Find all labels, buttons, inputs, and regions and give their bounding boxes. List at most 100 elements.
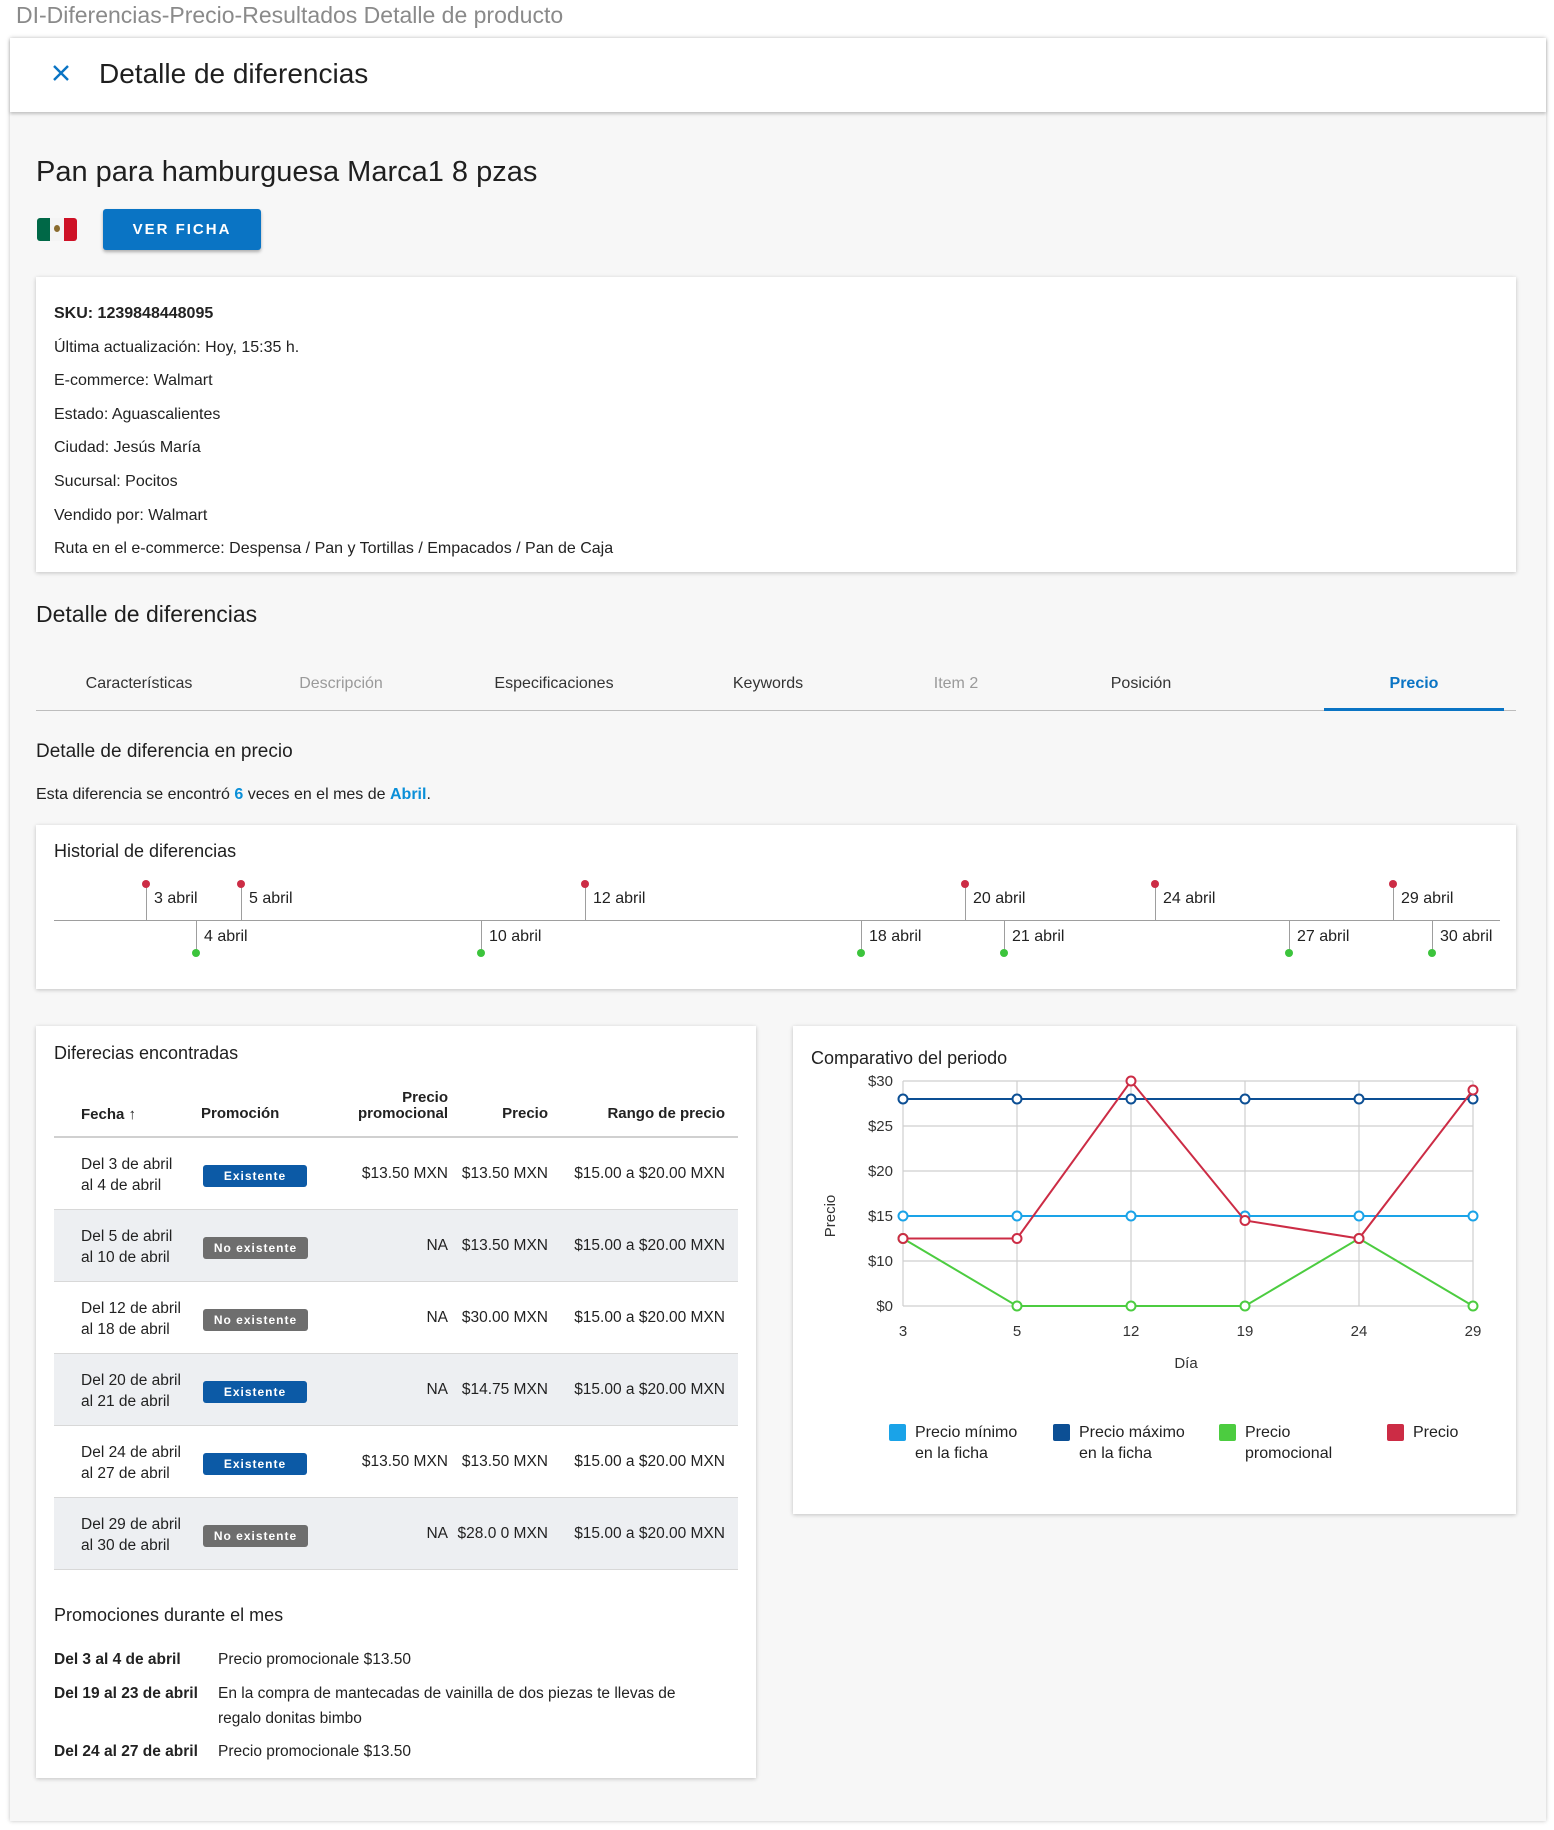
- timeline-label: 3 abril: [154, 890, 198, 907]
- tab-precio[interactable]: Precio: [1324, 660, 1504, 711]
- promo-description: Precio promocionale $13.50: [218, 1651, 412, 1668]
- cell-precio-promocional: NA: [426, 1237, 448, 1254]
- cell-rango: $15.00 a $20.00 MXN: [574, 1237, 725, 1254]
- data-point: [1125, 1093, 1137, 1105]
- cell-fecha: Del 24 de abril al 27 de abril: [81, 1442, 181, 1484]
- legend-swatch: [1219, 1424, 1236, 1441]
- cell-fecha-line2: al 27 de abril: [81, 1465, 170, 1482]
- x-tick-label: 29: [1465, 1323, 1482, 1340]
- found-month: Abril: [390, 786, 427, 803]
- promotion-status-badge: No existente: [203, 1525, 308, 1547]
- series-line: [902, 1237, 1474, 1307]
- ver-ficha-button[interactable]: VER FICHA: [103, 209, 261, 250]
- header-fecha-label: Fecha: [81, 1106, 125, 1123]
- mexico-flag-icon: [37, 218, 77, 241]
- data-point: [1353, 1093, 1365, 1105]
- cell-fecha-line1: Del 29 de abril: [81, 1516, 181, 1533]
- sku: SKU: 1239848448095: [54, 305, 214, 322]
- cell-fecha-line1: Del 12 de abril: [81, 1300, 181, 1317]
- ruta-ecommerce: Ruta en el e-commerce: Despensa / Pan y …: [54, 540, 614, 558]
- timeline-end-marker: [857, 949, 865, 957]
- timeline-stem: [1289, 920, 1290, 952]
- data-point: [1011, 1093, 1023, 1105]
- timeline-stem: [1432, 920, 1433, 952]
- differences-table: Fecha ↑ Promoción Precio promocional Prec…: [54, 1087, 738, 1570]
- timeline-stem: [146, 886, 147, 921]
- chart-legend: Precio mínimo en la ficha Precio máximo en…: [793, 1422, 1516, 1472]
- timeline-stem: [241, 886, 242, 921]
- cell-precio-promocional: NA: [426, 1381, 448, 1398]
- y-tick-label: $15: [868, 1208, 893, 1225]
- timeline-stem: [585, 886, 586, 921]
- y-tick-label: $10: [868, 1253, 893, 1270]
- differences-table-card: Diferecias encontradas Fecha ↑ Promoción…: [36, 1026, 756, 1778]
- vendido-por: Vendido por: Walmart: [54, 506, 208, 524]
- data-point: [1125, 1075, 1137, 1087]
- cell-fecha: Del 29 de abril al 30 de abril: [81, 1514, 181, 1556]
- ecommerce: E-commerce: Walmart: [54, 372, 213, 390]
- tab-posicion[interactable]: Posición: [1110, 675, 1172, 692]
- tab-descripcion[interactable]: Descripción: [299, 675, 383, 692]
- product-name: Pan para hamburguesa Marca1 8 pzas: [36, 156, 538, 188]
- data-point: [1125, 1210, 1137, 1222]
- y-axis-label: Precio: [822, 1195, 839, 1238]
- cell-rango: $15.00 a $20.00 MXN: [574, 1453, 725, 1470]
- table-row: Del 12 de abril al 18 de abril No existent…: [54, 1282, 738, 1354]
- data-point: [1011, 1233, 1023, 1244]
- timeline-label: 4 abril: [204, 928, 248, 945]
- promo-item: Del 24 al 27 de abril Precio promocionale…: [54, 1739, 734, 1764]
- cell-rango: $15.00 a $20.00 MXN: [574, 1525, 725, 1542]
- data-point: [1467, 1210, 1479, 1222]
- tab-especificaciones[interactable]: Especificaciones: [494, 675, 614, 692]
- series-line: [903, 1079, 1474, 1240]
- cell-fecha-line1: Del 5 de abril: [81, 1228, 173, 1245]
- header-precio-promocional-line1: Precio: [402, 1089, 448, 1106]
- legend-item: Precio mínimo en la ficha: [889, 1422, 1017, 1464]
- close-button[interactable]: [46, 58, 76, 88]
- timeline-stem: [196, 920, 197, 952]
- x-tick-label: 19: [1237, 1323, 1254, 1340]
- timeline-end-marker: [477, 949, 485, 957]
- data-point: [1467, 1093, 1479, 1105]
- price-difference-subtitle: Detalle de diferencia en precio: [36, 741, 293, 762]
- header-promocion: Promoción: [201, 1105, 280, 1122]
- data-point: [1239, 1300, 1251, 1312]
- comparison-chart-card: Comparativo del periodo $0 $10 $15 $20 $25 $3…: [793, 1026, 1516, 1514]
- promo-item: Del 19 al 23 de abril En la compra de man…: [54, 1681, 734, 1731]
- tab-item-2[interactable]: Item 2: [933, 675, 979, 692]
- timeline-label: 20 abril: [973, 890, 1026, 907]
- y-tick-label: $30: [868, 1073, 893, 1090]
- timeline-label: 24 abril: [1163, 890, 1216, 907]
- legend-label-line1: Precio mínimo: [915, 1424, 1018, 1441]
- tab-keywords[interactable]: Keywords: [732, 675, 804, 692]
- promotion-status-badge: No existente: [203, 1237, 308, 1259]
- sort-ascending-icon: ↑: [128, 1106, 137, 1123]
- timeline-label: 12 abril: [593, 890, 646, 907]
- timeline-label: 18 abril: [869, 928, 922, 945]
- data-point: [1125, 1300, 1137, 1312]
- cell-fecha: Del 12 de abril al 18 de abril: [81, 1298, 181, 1340]
- x-tick-label: 5: [1013, 1323, 1021, 1340]
- promo-description: En la compra de mantecadas de vainilla d…: [218, 1685, 676, 1727]
- timeline-label: 21 abril: [1012, 928, 1065, 945]
- close-icon: [53, 65, 69, 81]
- table-header: Fecha ↑ Promoción Precio promocional Prec…: [54, 1087, 738, 1138]
- cell-fecha-line2: al 21 de abril: [81, 1393, 170, 1410]
- x-tick-label: 3: [899, 1323, 907, 1340]
- cell-fecha: Del 20 de abril al 21 de abril: [81, 1370, 181, 1412]
- header-fecha[interactable]: Fecha ↑: [81, 1106, 136, 1123]
- timeline-axis: [54, 920, 1500, 921]
- legend-label-line1: Precio máximo: [1079, 1424, 1185, 1441]
- timeline-stem: [965, 886, 966, 921]
- legend-item: Precio promocional: [1219, 1422, 1332, 1464]
- cell-fecha-line2: al 10 de abril: [81, 1249, 170, 1266]
- cell-rango: $15.00 a $20.00 MXN: [574, 1165, 725, 1182]
- sucursal: Sucursal: Pocitos: [54, 472, 178, 490]
- data-point: [1353, 1233, 1365, 1244]
- legend-swatch: [1387, 1424, 1404, 1441]
- tab-caracteristicas[interactable]: Características: [85, 675, 193, 692]
- timeline-start-marker: [961, 880, 969, 888]
- promotion-status-badge: Existente: [203, 1381, 307, 1403]
- found-prefix: Esta diferencia se encontró: [36, 786, 235, 803]
- cell-fecha: Del 3 de abril al 4 de abril: [81, 1154, 172, 1196]
